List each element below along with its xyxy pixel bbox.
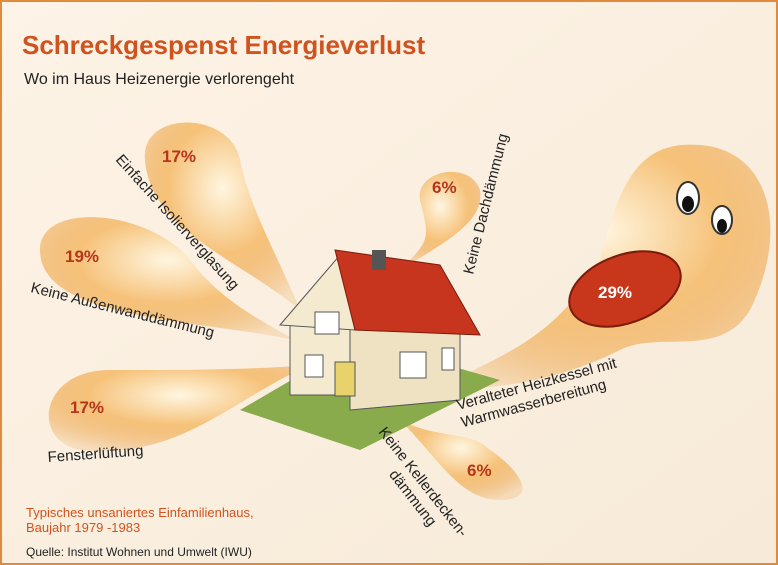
percent: 6% — [432, 178, 457, 197]
title: Schreckgespenst Energieverlust — [22, 30, 426, 60]
subtitle: Wo im Haus Heizenergie verlorengeht — [24, 71, 295, 88]
percent: 17% — [70, 398, 104, 417]
source: Quelle: Institut Wohnen und Umwelt (IWU) — [26, 545, 252, 559]
percent: 19% — [65, 247, 99, 266]
percent: 29% — [598, 283, 632, 302]
label-line: Typisches unsaniertes Einfamilienhaus, — [26, 505, 254, 520]
infographic: Schreckgespenst Energieverlust Wo im Hau… — [0, 0, 778, 565]
label-line: Baujahr 1979 -1983 — [26, 520, 140, 535]
percent: 6% — [467, 461, 492, 480]
ghost-pupil — [717, 219, 727, 233]
ghost-pupil — [682, 196, 694, 212]
percent: 17% — [162, 147, 196, 166]
